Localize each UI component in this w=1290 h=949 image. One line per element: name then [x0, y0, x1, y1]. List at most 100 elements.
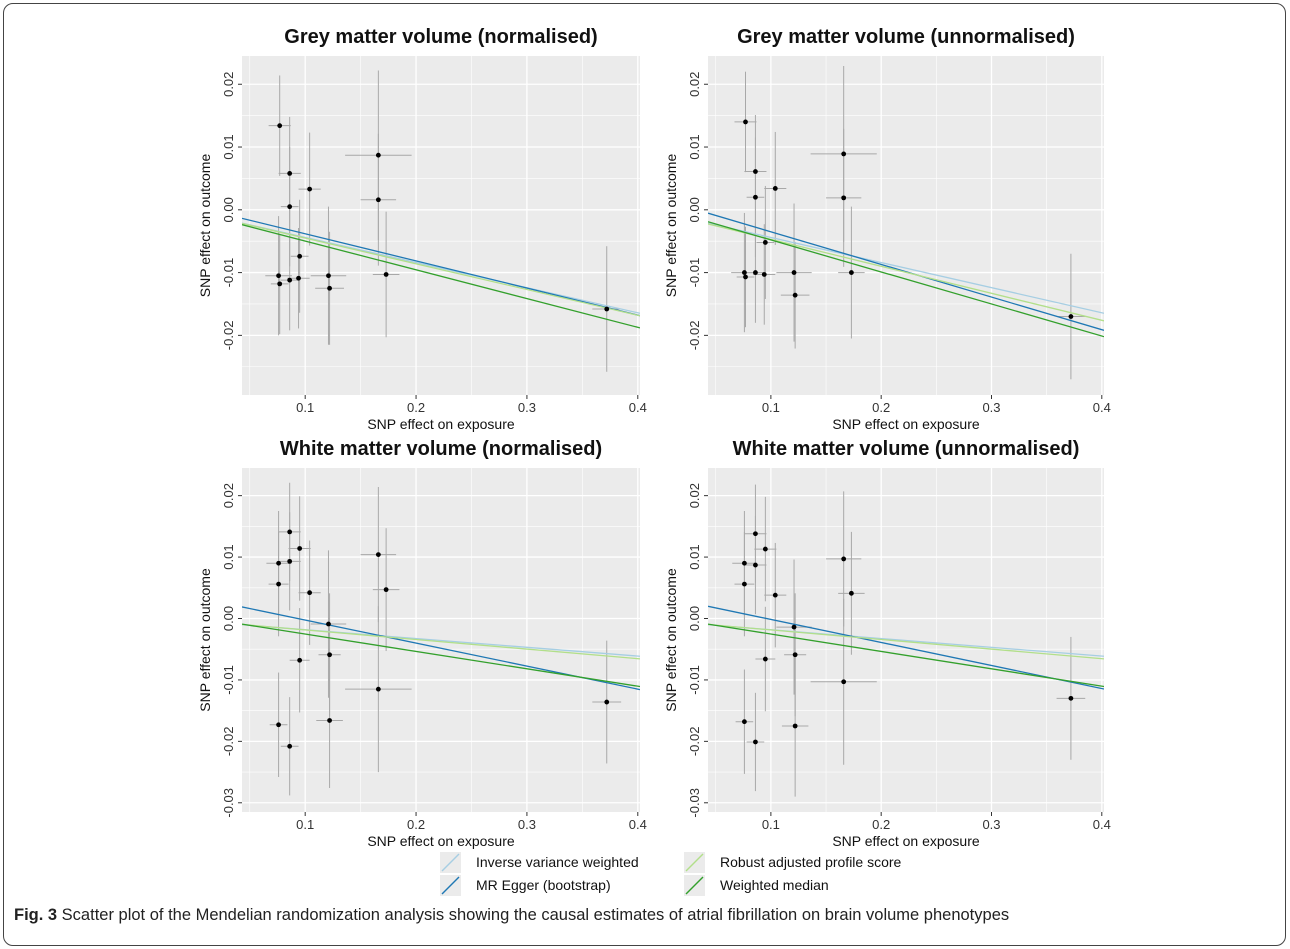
regression-line	[708, 623, 1104, 688]
data-point	[287, 558, 293, 564]
data-point	[327, 652, 332, 658]
x-tick-label: 0.2	[407, 817, 425, 832]
regression-line	[708, 605, 1104, 690]
legend-key-line	[441, 876, 460, 895]
x-tick-label: 0.2	[872, 817, 890, 832]
data-point	[297, 657, 303, 663]
data-point	[743, 119, 748, 125]
legend-label: Weighted median	[720, 877, 829, 893]
data-point	[743, 274, 748, 280]
legend-label: Robust adjusted profile score	[720, 854, 902, 870]
y-tick-label: -0.02	[221, 321, 236, 351]
x-tick-label: 0.1	[762, 400, 780, 415]
regression-line	[708, 221, 1104, 338]
data-point	[383, 272, 389, 277]
x-axis-label: SNP effect on exposure	[367, 416, 515, 432]
y-tick-label: 0.01	[687, 134, 702, 159]
x-tick-label: 0.3	[518, 400, 536, 415]
regression-line	[708, 223, 1104, 322]
data-point	[276, 581, 281, 587]
regression-line	[708, 623, 1104, 660]
data-layer	[242, 70, 640, 372]
data-point	[326, 621, 331, 627]
data-point	[327, 718, 332, 723]
data-point	[375, 552, 381, 558]
y-tick-label: -0.03	[221, 788, 236, 818]
x-tick-label: 0.1	[296, 400, 314, 415]
legend-label: MR Egger (bootstrap)	[476, 877, 611, 893]
y-tick-label: 0.02	[221, 72, 236, 97]
y-tick-label: -0.01	[221, 258, 236, 288]
figure-caption: Fig. 3 Scatter plot of the Mendelian ran…	[14, 906, 1009, 925]
data-point	[772, 186, 778, 191]
data-point	[753, 562, 758, 568]
y-tick-label: 0.00	[221, 606, 236, 631]
y-tick-label: 0.00	[687, 606, 702, 631]
data-point	[307, 186, 313, 192]
x-tick-label: 0.3	[982, 400, 1000, 415]
data-point	[375, 152, 381, 158]
x-axis-label: SNP effect on exposure	[367, 833, 515, 849]
panel-title: Grey matter volume (unnormalised)	[737, 26, 1075, 48]
data-point	[841, 195, 847, 201]
data-point	[762, 240, 768, 245]
x-tick-label: 0.4	[1093, 817, 1111, 832]
y-tick-label: 0.01	[221, 544, 236, 569]
x-tick-label: 0.4	[1093, 400, 1111, 415]
legend-key-line	[685, 876, 704, 895]
data-point	[383, 587, 389, 593]
y-tick-label: -0.01	[221, 665, 236, 695]
regression-line	[242, 623, 640, 688]
figure-frame	[3, 3, 1286, 946]
x-tick-label: 0.3	[982, 817, 1000, 832]
x-tick-label: 0.3	[518, 817, 536, 832]
data-point	[297, 546, 303, 551]
data-point	[742, 560, 747, 566]
y-tick-label: -0.01	[687, 665, 702, 695]
data-point	[753, 270, 758, 275]
data-point	[287, 529, 293, 535]
data-point	[753, 739, 758, 745]
regression-line	[242, 224, 640, 329]
y-tick-label: 0.02	[221, 483, 236, 508]
data-point	[791, 624, 797, 630]
x-axis-label: SNP effect on exposure	[832, 416, 980, 432]
panel-title: Grey matter volume (normalised)	[284, 26, 597, 48]
y-tick-label: -0.02	[687, 321, 702, 351]
data-point	[753, 194, 758, 200]
x-axis-label: SNP effect on exposure	[832, 833, 980, 849]
data-point	[762, 656, 768, 662]
legend-key-line	[441, 853, 460, 872]
data-point	[792, 652, 798, 658]
data-point	[327, 285, 332, 291]
x-tick-label: 0.4	[629, 817, 647, 832]
y-axis-label: SNP effect on outcome	[197, 154, 213, 298]
data-layer	[708, 484, 1104, 797]
plot-background	[242, 56, 640, 395]
regression-line	[708, 222, 1104, 314]
data-point	[841, 556, 847, 562]
data-point	[276, 722, 281, 728]
x-tick-label: 0.2	[872, 400, 890, 415]
y-tick-label: 0.02	[687, 483, 702, 508]
data-point	[375, 197, 381, 203]
x-tick-label: 0.2	[407, 400, 425, 415]
data-point	[287, 277, 293, 283]
data-point	[841, 151, 847, 157]
y-tick-label: -0.02	[687, 727, 702, 757]
data-point	[791, 270, 797, 275]
data-point	[326, 273, 331, 279]
data-point	[848, 270, 854, 275]
data-point	[1068, 314, 1074, 319]
data-point	[762, 546, 768, 552]
data-point	[297, 253, 303, 259]
y-tick-label: 0.01	[221, 134, 236, 159]
legend-label: Inverse variance weighted	[476, 854, 639, 870]
caption-label: Fig. 3	[14, 906, 58, 924]
y-axis-label: SNP effect on outcome	[663, 568, 679, 712]
data-point	[772, 592, 778, 598]
panel-4: 0.1 0.2 0.3 0.4 -0.03 -0.02 -0.01 0.00 0.01 0.02 W…	[663, 438, 1111, 849]
plot-background	[708, 56, 1104, 395]
legend-key-line	[685, 853, 704, 872]
x-tick-label: 0.1	[296, 817, 314, 832]
